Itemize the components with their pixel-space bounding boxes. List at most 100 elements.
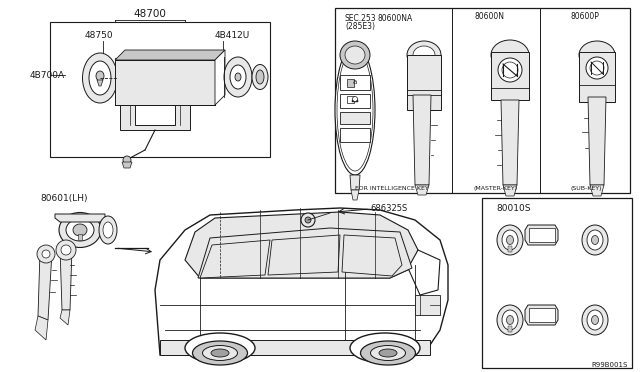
Ellipse shape <box>579 41 615 69</box>
Bar <box>340 128 370 142</box>
Text: a: a <box>353 79 357 85</box>
Ellipse shape <box>345 46 365 64</box>
Circle shape <box>586 57 608 79</box>
Ellipse shape <box>230 65 246 89</box>
Circle shape <box>353 96 358 102</box>
Bar <box>482 198 632 368</box>
Circle shape <box>502 62 518 78</box>
Text: 80600N: 80600N <box>475 12 505 20</box>
Text: 686325S: 686325S <box>370 203 407 212</box>
Ellipse shape <box>66 219 94 241</box>
Polygon shape <box>35 316 48 340</box>
Ellipse shape <box>506 235 513 244</box>
Ellipse shape <box>497 225 523 255</box>
Ellipse shape <box>591 315 598 324</box>
Ellipse shape <box>371 346 406 360</box>
Polygon shape <box>351 190 359 200</box>
Polygon shape <box>415 185 429 195</box>
Polygon shape <box>590 185 604 196</box>
Polygon shape <box>525 225 558 245</box>
Text: 80601(LH): 80601(LH) <box>40 193 88 202</box>
Ellipse shape <box>256 70 264 84</box>
Polygon shape <box>55 214 105 222</box>
Ellipse shape <box>103 222 113 238</box>
Polygon shape <box>120 105 190 130</box>
Polygon shape <box>38 252 52 320</box>
Ellipse shape <box>193 341 248 365</box>
Circle shape <box>305 217 311 223</box>
Polygon shape <box>60 310 70 325</box>
Polygon shape <box>200 240 270 278</box>
Ellipse shape <box>591 235 598 244</box>
Bar <box>340 75 370 90</box>
Ellipse shape <box>379 349 397 357</box>
Ellipse shape <box>587 310 603 330</box>
Polygon shape <box>160 340 430 355</box>
Bar <box>491 52 529 100</box>
Ellipse shape <box>502 310 518 330</box>
Bar <box>340 94 370 108</box>
Polygon shape <box>350 175 360 190</box>
Ellipse shape <box>407 41 441 69</box>
Ellipse shape <box>413 46 435 64</box>
Ellipse shape <box>83 53 118 103</box>
Ellipse shape <box>350 333 420 363</box>
Ellipse shape <box>73 224 87 236</box>
Polygon shape <box>122 162 132 168</box>
Text: FOR INTELLIGENCE KEY: FOR INTELLIGENCE KEY <box>355 186 429 190</box>
Ellipse shape <box>340 41 370 69</box>
Ellipse shape <box>99 216 117 244</box>
Ellipse shape <box>235 73 241 81</box>
Polygon shape <box>352 100 358 102</box>
Polygon shape <box>78 234 82 240</box>
Bar <box>415 295 440 315</box>
Polygon shape <box>501 100 519 185</box>
Text: 4B412U: 4B412U <box>215 31 250 39</box>
Text: 80010S: 80010S <box>496 203 531 212</box>
Circle shape <box>498 58 522 82</box>
Ellipse shape <box>587 230 603 250</box>
Ellipse shape <box>582 305 608 335</box>
Polygon shape <box>185 212 418 278</box>
Text: (285E3): (285E3) <box>345 22 375 31</box>
Bar <box>50 22 270 157</box>
Bar <box>347 79 354 87</box>
Text: R99B001S: R99B001S <box>591 362 628 368</box>
Polygon shape <box>115 58 215 60</box>
Bar <box>579 52 615 102</box>
Ellipse shape <box>185 333 255 363</box>
Polygon shape <box>408 250 440 295</box>
Text: (MASTER-KEY): (MASTER-KEY) <box>474 186 518 190</box>
Ellipse shape <box>96 71 104 81</box>
Ellipse shape <box>360 341 415 365</box>
Ellipse shape <box>502 230 518 250</box>
Circle shape <box>301 213 315 227</box>
Circle shape <box>56 240 76 260</box>
Circle shape <box>42 250 50 258</box>
Polygon shape <box>97 80 103 86</box>
Circle shape <box>37 245 55 263</box>
Polygon shape <box>268 235 340 275</box>
Text: 48700: 48700 <box>134 9 166 19</box>
Polygon shape <box>60 248 72 310</box>
Text: 48750: 48750 <box>85 31 114 39</box>
Text: (SUB-KEY): (SUB-KEY) <box>570 186 602 190</box>
Ellipse shape <box>497 305 523 335</box>
Polygon shape <box>525 305 558 325</box>
Ellipse shape <box>89 61 111 95</box>
Ellipse shape <box>202 346 237 360</box>
Circle shape <box>590 61 604 75</box>
Text: 80600NA: 80600NA <box>378 13 413 22</box>
Polygon shape <box>198 228 412 278</box>
Polygon shape <box>508 326 512 332</box>
Ellipse shape <box>337 49 373 171</box>
Ellipse shape <box>491 40 529 70</box>
Polygon shape <box>342 235 402 276</box>
Polygon shape <box>588 97 606 185</box>
Bar <box>529 228 555 242</box>
Bar <box>115 60 215 105</box>
Circle shape <box>61 245 71 255</box>
Ellipse shape <box>211 349 229 357</box>
Polygon shape <box>508 246 512 252</box>
Bar <box>340 112 370 124</box>
